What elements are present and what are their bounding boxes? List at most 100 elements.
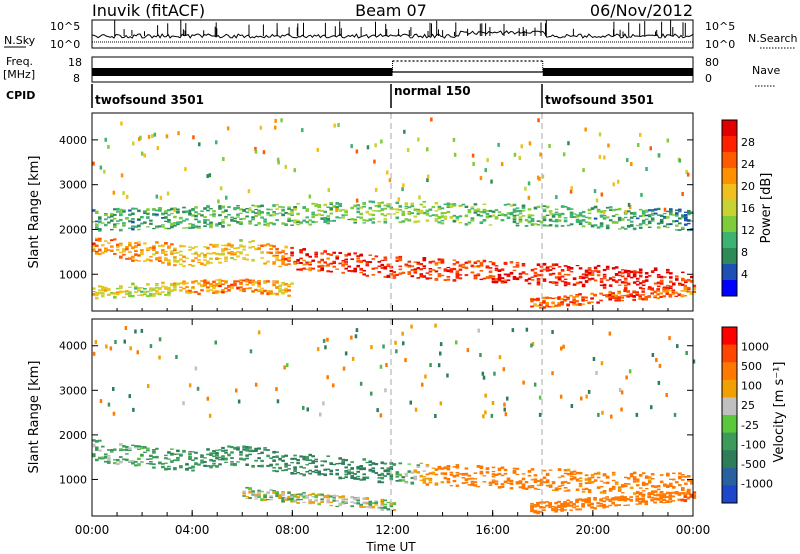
heatmap-cell — [377, 260, 382, 263]
heatmap-cell — [311, 220, 315, 223]
heatmap-cell — [446, 478, 451, 481]
heatmap-cell — [341, 271, 345, 274]
heatmap-cell — [650, 473, 655, 476]
heatmap-cell — [209, 225, 213, 229]
heatmap-cell — [410, 476, 415, 480]
heatmap-cell — [623, 476, 628, 479]
heatmap-cell — [212, 450, 216, 452]
heatmap-cell — [641, 213, 646, 217]
heatmap-cell — [368, 213, 373, 216]
heatmap-cell — [326, 263, 330, 266]
heatmap-cell — [611, 209, 616, 212]
heatmap-cell — [590, 274, 595, 276]
heatmap-cell — [92, 443, 96, 446]
heatmap-cell — [380, 201, 385, 204]
heatmap-cell — [95, 220, 99, 223]
heatmap-cell — [278, 496, 282, 499]
heatmap-cell — [635, 492, 640, 494]
heatmap-cell — [197, 225, 201, 228]
heatmap-cell — [638, 500, 642, 503]
heatmap-cell — [155, 447, 159, 450]
heatmap-cell — [110, 449, 114, 451]
heatmap-cell — [479, 176, 483, 181]
heatmap-cell — [587, 271, 592, 275]
heatmap-cell — [158, 209, 162, 212]
heatmap-cell — [584, 487, 589, 490]
heatmap-cell — [293, 495, 297, 498]
heatmap-cell — [402, 183, 405, 188]
heatmap-cell — [560, 484, 565, 487]
heatmap-cell — [425, 210, 430, 213]
heatmap-cell — [467, 478, 472, 480]
heatmap-cell — [641, 490, 646, 492]
heatmap-cell — [692, 287, 697, 290]
heatmap-cell — [230, 286, 234, 289]
heatmap-cell — [584, 500, 588, 504]
heatmap-cell — [419, 273, 424, 276]
heatmap-cell — [527, 216, 532, 219]
heatmap-cell — [575, 508, 579, 511]
heatmap-cell — [560, 269, 565, 272]
heatmap-cell — [152, 246, 156, 250]
power-colorbar-label: 12 — [741, 224, 755, 237]
heatmap-cell — [422, 478, 427, 480]
heatmap-cell — [527, 195, 531, 200]
heatmap-cell — [653, 501, 657, 503]
heatmap-cell — [335, 500, 339, 502]
heatmap-cell — [620, 407, 623, 412]
heatmap-cell — [302, 501, 306, 504]
heatmap-cell — [593, 217, 598, 220]
heatmap-cell — [428, 277, 433, 280]
heatmap-cell — [287, 491, 291, 494]
heatmap-cell — [560, 505, 564, 508]
heatmap-cell — [419, 274, 424, 278]
heatmap-cell — [272, 292, 276, 295]
heatmap-cell — [620, 484, 625, 487]
heatmap-cell — [422, 470, 427, 472]
heatmap-cell — [230, 216, 234, 219]
heatmap-cell — [570, 186, 573, 191]
heatmap-cell — [260, 498, 264, 501]
heatmap-cell — [527, 282, 532, 285]
heatmap-cell — [500, 219, 505, 222]
heatmap-cell — [110, 292, 114, 294]
heatmap-cell — [314, 499, 318, 502]
heatmap-cell — [657, 153, 661, 158]
heatmap-cell — [575, 500, 579, 502]
heatmap-cell — [449, 485, 454, 487]
heatmap-cell — [683, 286, 688, 289]
heatmap-cell — [503, 281, 508, 284]
heatmap-cell — [500, 162, 504, 167]
heatmap-cell — [236, 286, 240, 290]
heatmap-cell — [669, 478, 673, 480]
heatmap-cell — [281, 292, 285, 295]
heatmap-cell — [410, 202, 415, 205]
heatmap-cell — [344, 214, 348, 216]
heatmap-cell — [383, 207, 388, 210]
heatmap-cell — [470, 206, 475, 209]
heatmap-cell — [629, 295, 633, 297]
heatmap-cell — [257, 284, 261, 288]
heatmap-cell — [128, 292, 132, 295]
power-colorbar-label: 28 — [741, 136, 755, 149]
heatmap-cell — [365, 502, 370, 505]
heatmap-cell — [663, 216, 667, 219]
heatmap-cell — [308, 453, 312, 457]
heatmap-cell — [92, 249, 96, 252]
heatmap-cell — [437, 258, 442, 261]
heatmap-cell — [147, 134, 151, 139]
heatmap-cell — [439, 351, 442, 356]
heatmap-cell — [446, 278, 451, 281]
heatmap-cell — [302, 206, 306, 209]
heatmap-cell — [164, 457, 168, 460]
heatmap-cell — [683, 285, 688, 287]
heatmap-cell — [308, 501, 312, 504]
heatmap-cell — [500, 214, 505, 216]
heatmap-cell — [380, 259, 385, 262]
heatmap-cell — [179, 263, 183, 266]
heatmap-cell — [581, 219, 586, 222]
heatmap-cell — [512, 467, 517, 470]
heatmap-cell — [218, 290, 222, 293]
heatmap-cell — [608, 504, 612, 507]
